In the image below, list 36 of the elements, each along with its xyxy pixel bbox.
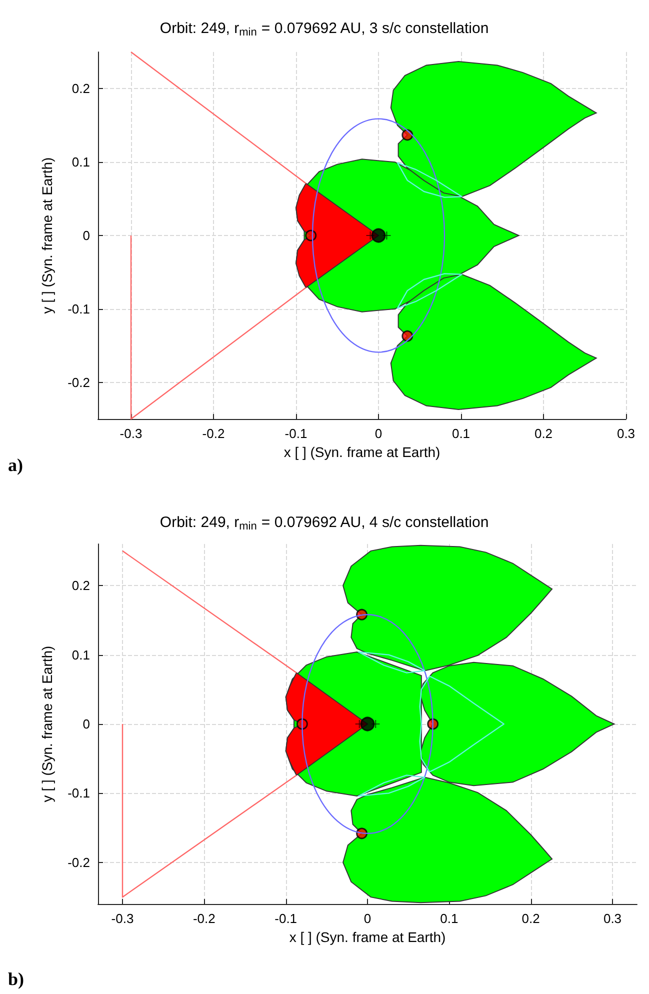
x-tick-label: 0.1: [440, 911, 458, 926]
x-tick-label: -0.2: [192, 911, 216, 926]
y-tick-label: -0.1: [68, 301, 90, 316]
x-axis-title: x [ ] (Syn. frame at Earth): [289, 928, 446, 945]
y-tick-label: 0: [82, 228, 90, 243]
x-tick-label: 0.3: [603, 911, 622, 926]
y-tick-label: -0.2: [68, 854, 90, 870]
point: [372, 720, 380, 728]
x-tick-label: 0: [364, 911, 372, 926]
point: [382, 232, 391, 240]
x-tick-label: 0.2: [534, 426, 553, 441]
y-tick-label: -0.1: [68, 786, 90, 801]
x-tick-label: 0: [374, 426, 382, 441]
text: a): [8, 455, 23, 475]
x-tick-label: -0.1: [274, 911, 298, 926]
text: b): [8, 969, 24, 989]
point: [355, 720, 364, 728]
y-tick-label: 0.2: [72, 81, 90, 96]
y-tick-label: 0: [82, 716, 90, 732]
y-axis-title: y [ ] (Syn. frame at Earth): [39, 646, 55, 802]
point: [366, 232, 374, 240]
y-tick-label: 0.1: [72, 154, 90, 170]
x-tick-label: -0.2: [202, 426, 225, 441]
y-tick-label: 0.1: [72, 647, 90, 662]
point: [360, 716, 375, 732]
x-tick-label: 0.2: [522, 911, 540, 926]
x-tick-label: -0.1: [284, 426, 308, 441]
y-tick-label: 0.2: [72, 578, 90, 594]
y-tick-label: -0.2: [68, 374, 90, 390]
x-tick-label: 0.1: [452, 426, 470, 441]
point: [371, 228, 386, 243]
x-tick-label: -0.3: [111, 911, 134, 926]
x-tick-label: 0.3: [616, 426, 636, 441]
y-axis-title: y [ ] (Syn. frame at Earth): [39, 157, 55, 314]
x-axis-title: x [ ] (Syn. frame at Earth): [284, 444, 440, 460]
x-tick-label: -0.3: [120, 426, 142, 441]
